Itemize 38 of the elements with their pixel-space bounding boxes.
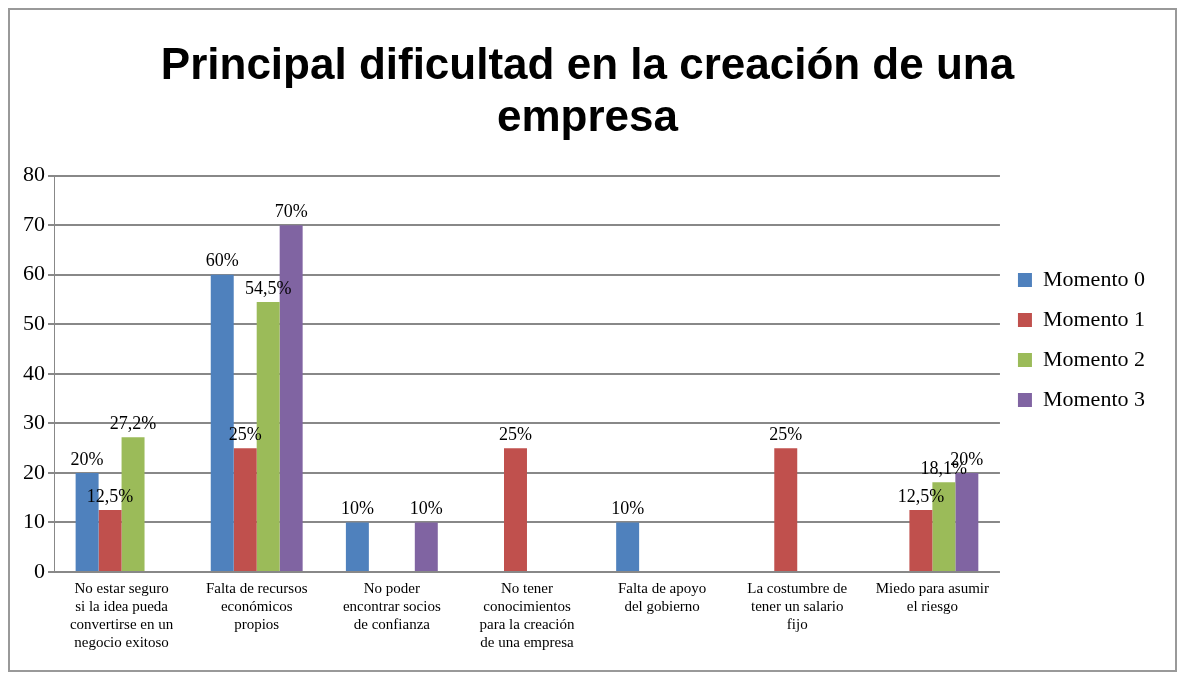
bar [414,522,438,571]
legend-label: Momento 1 [1042,305,1146,331]
data-label: 10% [611,498,645,519]
y-tick-label: 0 [34,557,45,583]
data-label: 20% [70,448,104,469]
x-tick-label: La costumbre de tener un salario fijo [747,579,848,632]
data-label: 27,2% [109,412,157,433]
data-label: 60% [205,250,239,271]
data-label: 25% [498,423,532,444]
x-tick-label: Miedo para asumir el riesgo [875,579,990,614]
y-tick-label: 10 [23,508,45,534]
data-label: 70% [274,200,308,221]
y-tick-label: 80 [23,161,45,187]
chart-title: Principal dificultad en la creación de una empresa [160,38,1015,141]
bar [345,522,369,571]
legend-label: Momento 2 [1042,345,1146,371]
y-tick-label: 70 [23,210,45,236]
y-tick-label: 60 [23,260,45,286]
x-tick-label: No poder encontrar socios de confianza [342,579,441,632]
x-tick-label: Falta de recursos económicos propios [205,579,308,632]
x-tick-label: Falta de apoyo del gobierno [617,579,707,614]
data-label: 10% [340,498,374,519]
bar [504,448,527,571]
bar [774,448,798,571]
y-tick-label: 40 [23,359,45,385]
bar [909,510,933,571]
bar [616,522,640,571]
bar [98,510,122,571]
x-tick-label: No tener conocimientos para la creación de una empresa [479,579,575,650]
y-tick-label: 20 [23,458,45,484]
y-tick-label: 50 [23,310,45,336]
x-tick-label: No estar seguro si la idea pueda convertirse en un negocio exitoso [69,579,174,650]
data-label: 25% [769,423,803,444]
data-label: 10% [409,498,443,519]
legend-label: Momento 0 [1042,265,1146,291]
legend-label: Momento 3 [1042,385,1146,411]
y-tick-label: 30 [23,409,45,435]
bar [233,448,257,571]
